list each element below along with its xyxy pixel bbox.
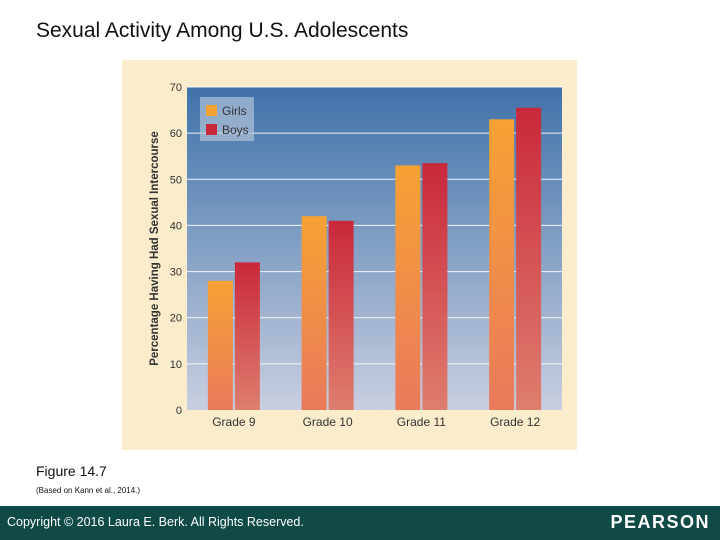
bar-girls [489,119,515,411]
bar-boys [328,220,354,410]
y-tick-label: 40 [170,220,182,232]
x-tick-label: Grade 11 [397,415,446,429]
figure-source: (Based on Kann et al., 2014.) [36,486,141,495]
legend-label: Girls [222,104,247,118]
slide-title: Sexual Activity Among U.S. Adolescents [36,19,409,42]
y-tick-label: 60 [170,128,182,140]
bar-boys [516,107,542,410]
y-tick-label: 30 [170,267,182,279]
y-tick-label: 0 [176,405,182,417]
y-tick-label: 20 [170,313,182,325]
bar-boys [422,163,448,410]
bar-girls [301,216,327,410]
pearson-logo: PEARSON [610,512,710,532]
y-tick-label: 70 [170,82,182,94]
legend-label: Boys [222,123,249,137]
x-tick-label: Grade 10 [303,415,353,429]
bar-boys [234,262,260,410]
x-tick-label: Grade 9 [212,415,256,429]
bar-chart: 0 10 20 30 40 50 60 70 Percentage Having Had Sex… [149,82,562,429]
figure-caption: Figure 14.7 [36,463,107,479]
copyright-text: Copyright © 2016 Laura E. Berk. All Righ… [7,515,304,529]
chart-panel: 0 10 20 30 40 50 60 70 Percentage Having Had Sex… [122,60,577,450]
legend-swatch-girls [206,105,217,116]
footer-bar: Copyright © 2016 Laura E. Berk. All Righ… [0,506,720,540]
bar-girls [207,280,233,410]
bar-girls [395,165,421,410]
x-tick-label: Grade 12 [490,415,540,429]
legend-swatch-boys [206,124,217,135]
y-tick-label: 10 [170,359,182,371]
y-tick-label: 50 [170,174,182,186]
y-axis-title: Percentage Having Had Sexual Intercourse [149,131,161,366]
